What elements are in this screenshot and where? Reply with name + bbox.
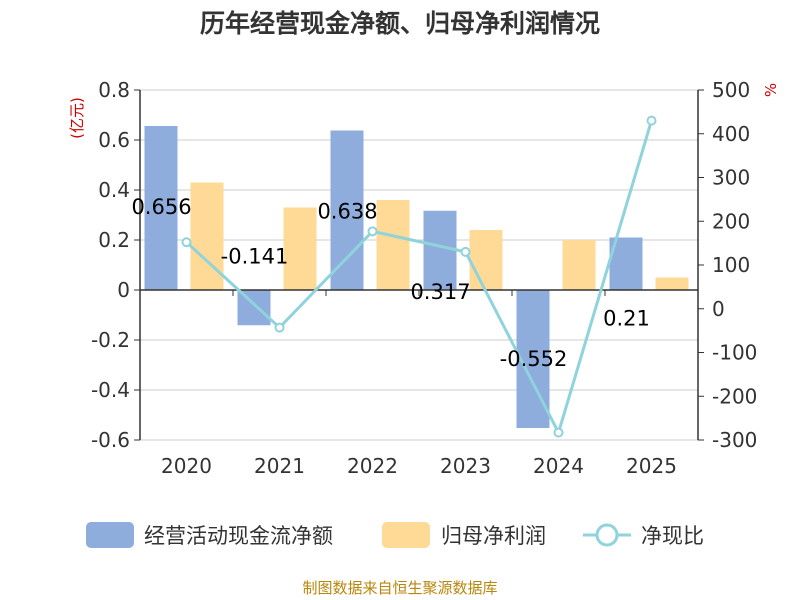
- ratio-line: [181, 115, 657, 438]
- cashflow-data-label: 0.638: [317, 200, 377, 224]
- profit-bar: [469, 230, 503, 290]
- category-label: 2025: [626, 454, 677, 478]
- ratio-point: [274, 322, 285, 333]
- legend-item-cashflow[interactable]: 经营活动现金流净额: [86, 522, 333, 548]
- source-note: 制图数据来自恒生聚源数据库: [302, 579, 497, 597]
- cashflow-bar: [144, 126, 178, 290]
- legend-item-ratio[interactable]: 净现比: [583, 523, 704, 548]
- legend-label-profit: 归母净利润: [441, 524, 546, 548]
- left-axis-tick-label: -0.6: [91, 428, 130, 452]
- category-label: 2021: [254, 454, 305, 478]
- left-axis-tick-label: 0: [117, 278, 130, 302]
- profit-bar: [376, 200, 410, 290]
- left-axis-tick-label: 0.2: [98, 228, 130, 252]
- right-axis-tick-label: -100: [712, 341, 757, 365]
- category-label: 2024: [533, 454, 584, 478]
- cashflow-data-label: -0.141: [221, 244, 289, 268]
- axes: 0.8 0.6 0.4 0.2 0 -0.2 -0.4 -0.6 500 400 300 200 100…: [91, 78, 757, 478]
- ratio-point: [553, 427, 564, 438]
- legend-label-cashflow: 经营活动现金流净额: [144, 524, 333, 548]
- ratio-point: [646, 115, 657, 126]
- right-axis-unit: %: [762, 83, 780, 97]
- profit-bar: [283, 207, 317, 290]
- ratio-point: [367, 226, 378, 237]
- profit-bar: [190, 182, 224, 290]
- left-axis-tick-label: 0.8: [98, 78, 130, 102]
- left-axis-tick-label: -0.4: [91, 378, 130, 402]
- legend-swatch-profit: [382, 522, 430, 548]
- right-axis-tick-label: -300: [712, 428, 757, 452]
- cashflow-data-label: 0.656: [131, 195, 191, 219]
- cashflow-bar: [423, 210, 457, 290]
- left-axis-tick-label: -0.2: [91, 328, 130, 352]
- legend-marker-ratio: [595, 523, 619, 547]
- right-axis-tick-label: 0: [712, 297, 725, 321]
- category-label: 2023: [440, 454, 491, 478]
- ratio-point: [460, 246, 471, 257]
- chart-title: 历年经营现金净额、归母净利润情况: [200, 9, 600, 38]
- legend-swatch-cashflow: [86, 522, 134, 548]
- data-labels: 0.656 -0.141 0.638 0.317 -0.552 0.21: [131, 195, 649, 371]
- ratio-point: [181, 237, 192, 248]
- ratio-line-path: [185, 120, 653, 437]
- category-label: 2022: [347, 454, 398, 478]
- category-label: 2020: [161, 454, 212, 478]
- legend-label-ratio: 净现比: [641, 524, 704, 548]
- right-axis-tick-label: 400: [712, 122, 750, 146]
- profit-bar: [562, 240, 596, 290]
- cashflow-data-label: 0.21: [603, 307, 650, 331]
- right-axis-tick-label: 500: [712, 78, 750, 102]
- right-axis-tick-label: -200: [712, 384, 757, 408]
- right-axis-tick-label: 100: [712, 253, 750, 277]
- left-axis-tick-label: 0.4: [98, 178, 130, 202]
- legend: 经营活动现金流净额 归母净利润 净现比: [86, 522, 704, 548]
- cashflow-data-label: 0.317: [410, 280, 470, 304]
- legend-item-profit[interactable]: 归母净利润: [382, 522, 546, 548]
- left-axis-tick-label: 0.6: [98, 128, 130, 152]
- cashflow-bar: [330, 130, 364, 290]
- right-axis-tick-label: 300: [712, 166, 750, 190]
- profit-bar: [655, 277, 689, 290]
- cashflow-data-label: -0.552: [500, 347, 568, 371]
- left-axis-unit: (亿元): [68, 97, 86, 139]
- right-axis-tick-label: 200: [712, 209, 750, 233]
